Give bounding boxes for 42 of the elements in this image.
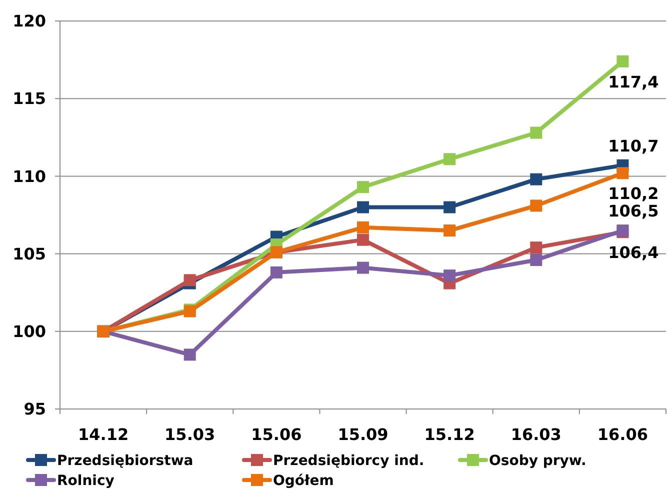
point	[357, 262, 369, 274]
x-tick-label: 15.09	[338, 425, 388, 444]
point	[357, 221, 369, 234]
x-tick-label: 15.12	[424, 425, 475, 444]
y-tick-label: 120	[12, 12, 46, 31]
x-tick-label: 16.06	[597, 425, 648, 444]
point	[444, 201, 456, 214]
point	[357, 234, 369, 246]
x-tick-label: 15.06	[251, 425, 302, 444]
x-tick-label: 14.12	[78, 425, 129, 444]
legend-label: Przedsiębiorstwa	[57, 452, 194, 469]
point	[444, 224, 456, 237]
point	[530, 200, 542, 212]
point	[357, 181, 369, 194]
point	[530, 173, 542, 186]
data-label: 110,7	[608, 136, 659, 156]
data-label: 106,5	[608, 202, 659, 221]
x-tick-label: 16.03	[510, 425, 562, 444]
point	[184, 274, 196, 286]
legend-label: Przedsiębiorcy ind.	[273, 452, 424, 469]
y-tick-label: 100	[12, 322, 46, 341]
point	[616, 55, 629, 68]
point	[357, 201, 369, 214]
point	[444, 270, 456, 282]
x-tick-label: 15.03	[164, 425, 216, 444]
point	[530, 126, 542, 139]
point	[184, 348, 196, 361]
data-label: 106,4	[608, 243, 659, 262]
legend-label: Osoby pryw.	[489, 452, 586, 469]
y-tick-label: 95	[24, 400, 46, 419]
legend-label: Ogółem	[273, 472, 334, 489]
legend-label: Rolnicy	[57, 472, 114, 489]
point	[444, 153, 456, 166]
y-tick-label: 105	[12, 244, 46, 264]
point	[530, 254, 542, 266]
point	[270, 266, 282, 278]
data-label: 117,4	[608, 72, 659, 92]
y-tick-label: 110	[12, 166, 46, 186]
y-tick-label: 115	[12, 89, 46, 108]
point	[616, 167, 629, 180]
data-label: 110,2	[608, 184, 659, 204]
point	[530, 242, 542, 254]
